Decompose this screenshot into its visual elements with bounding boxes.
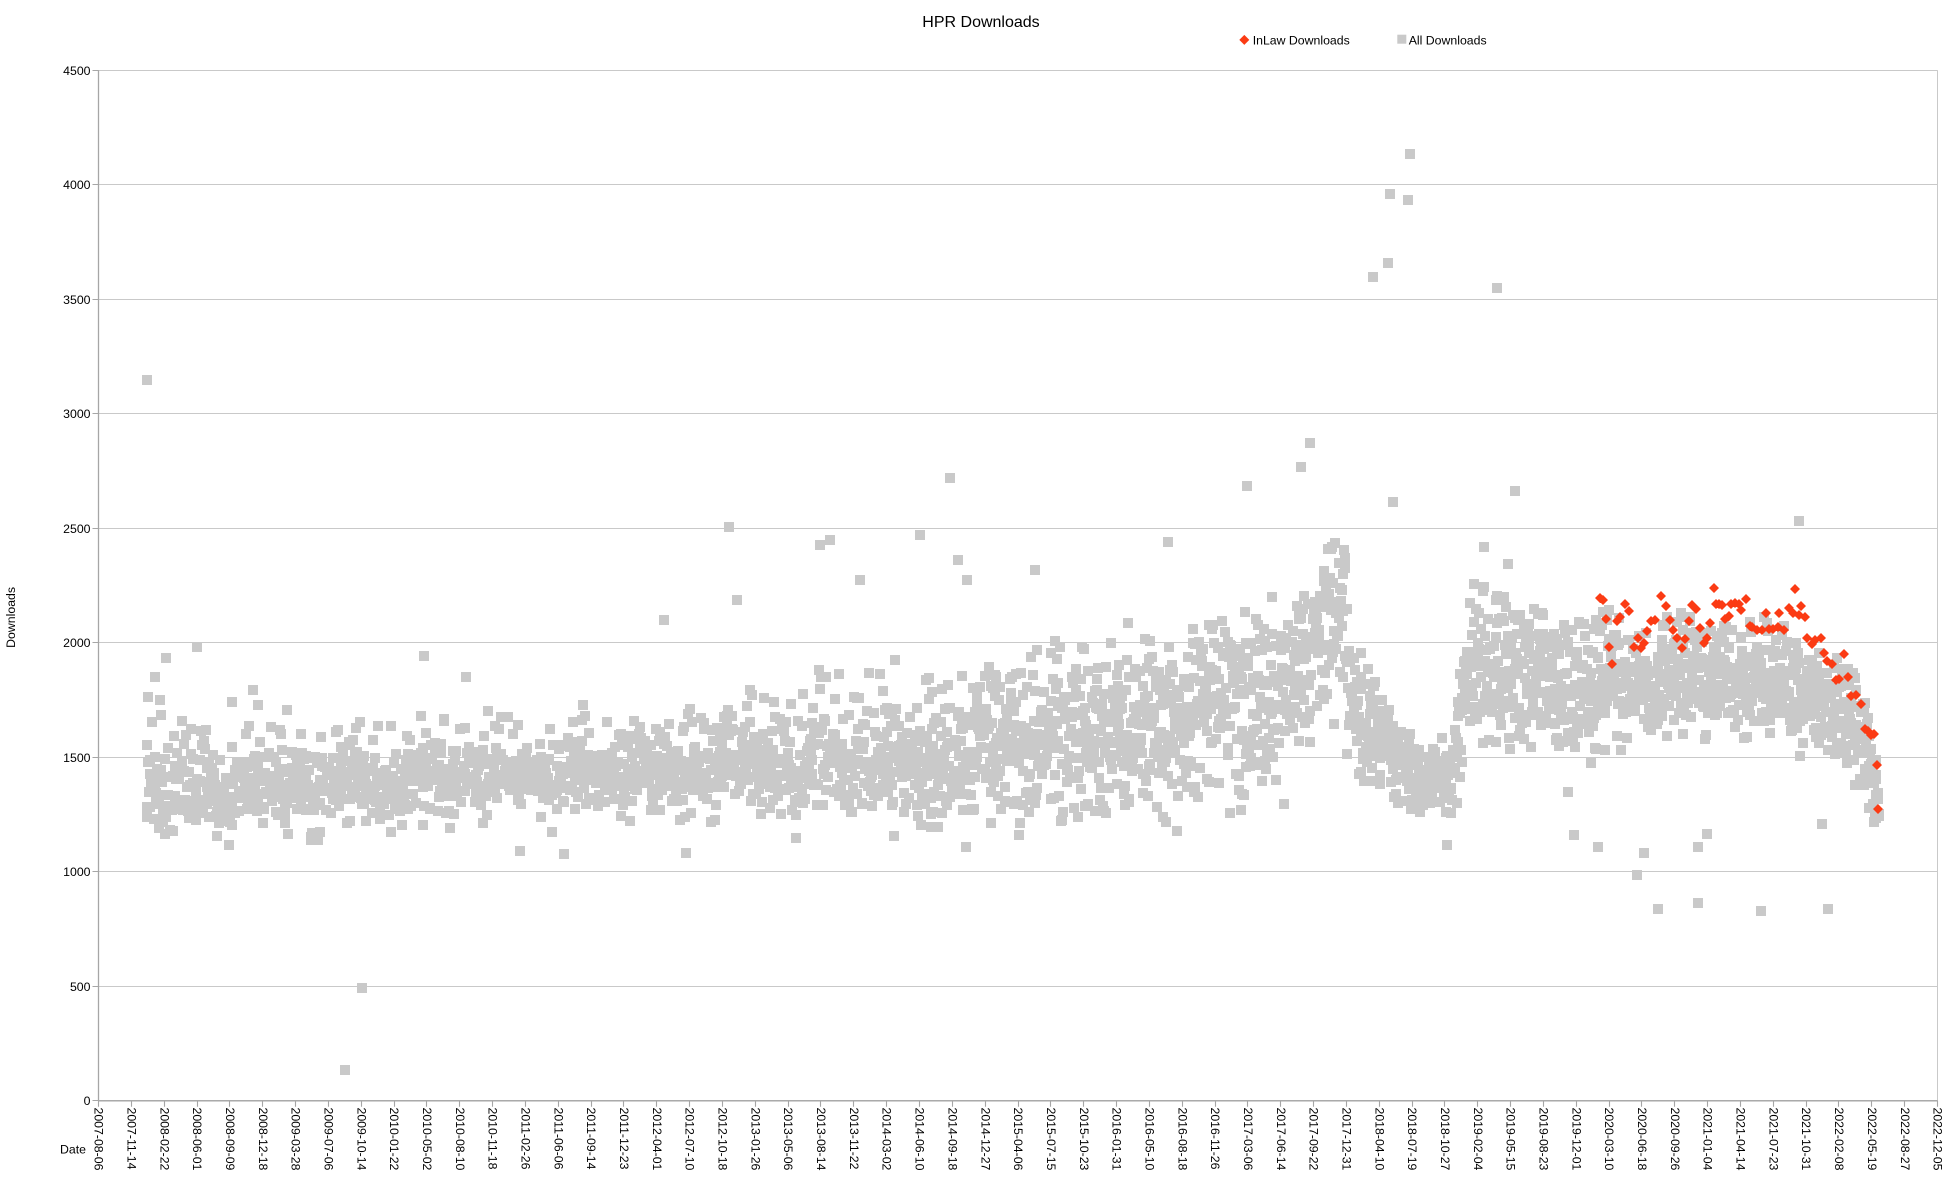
- svg-text:2014-12-27: 2014-12-27: [978, 1108, 992, 1171]
- svg-text:3500: 3500: [63, 293, 91, 307]
- svg-text:2020-09-26: 2020-09-26: [1668, 1108, 1682, 1171]
- svg-text:2008-09-09: 2008-09-09: [223, 1108, 237, 1171]
- svg-text:2009-10-14: 2009-10-14: [354, 1108, 368, 1171]
- svg-text:2019-12-01: 2019-12-01: [1569, 1108, 1583, 1171]
- svg-text:2016-11-26: 2016-11-26: [1208, 1108, 1222, 1170]
- svg-text:2017-12-31: 2017-12-31: [1339, 1108, 1353, 1171]
- svg-text:Date: Date: [60, 1143, 86, 1157]
- svg-text:2019-08-23: 2019-08-23: [1536, 1108, 1550, 1171]
- svg-text:2019-02-04: 2019-02-04: [1471, 1108, 1485, 1171]
- svg-text:2007-08-06: 2007-08-06: [92, 1108, 106, 1171]
- svg-text:2014-03-02: 2014-03-02: [880, 1108, 894, 1171]
- svg-text:1500: 1500: [63, 751, 91, 765]
- svg-text:2022-02-08: 2022-02-08: [1832, 1108, 1846, 1171]
- svg-text:2007-11-14: 2007-11-14: [124, 1108, 138, 1170]
- svg-text:2010-01-22: 2010-01-22: [387, 1108, 401, 1171]
- svg-text:2010-05-02: 2010-05-02: [420, 1108, 434, 1171]
- svg-text:1000: 1000: [63, 865, 91, 879]
- svg-text:2016-01-31: 2016-01-31: [1110, 1108, 1124, 1171]
- svg-text:2008-12-18: 2008-12-18: [256, 1108, 270, 1171]
- svg-text:2014-06-10: 2014-06-10: [913, 1108, 927, 1171]
- svg-text:2010-11-18: 2010-11-18: [486, 1108, 500, 1170]
- svg-text:2022-12-05: 2022-12-05: [1931, 1108, 1945, 1171]
- svg-text:2019-05-15: 2019-05-15: [1504, 1108, 1518, 1171]
- svg-text:HPR Downloads: HPR Downloads: [922, 14, 1039, 31]
- svg-text:2500: 2500: [63, 522, 91, 536]
- svg-text:2016-08-18: 2016-08-18: [1175, 1108, 1189, 1171]
- svg-text:2008-02-22: 2008-02-22: [157, 1108, 171, 1171]
- svg-text:2009-07-06: 2009-07-06: [321, 1108, 335, 1171]
- svg-text:2013-05-06: 2013-05-06: [781, 1108, 795, 1171]
- svg-text:2011-06-06: 2011-06-06: [551, 1108, 565, 1170]
- svg-text:2022-05-19: 2022-05-19: [1865, 1108, 1879, 1171]
- svg-text:2011-02-26: 2011-02-26: [518, 1108, 532, 1170]
- svg-text:Downloads: Downloads: [4, 587, 18, 648]
- svg-text:2012-10-18: 2012-10-18: [715, 1108, 729, 1171]
- svg-text:500: 500: [70, 980, 91, 994]
- svg-text:2011-12-23: 2011-12-23: [617, 1108, 631, 1170]
- svg-text:2010-08-10: 2010-08-10: [453, 1108, 467, 1171]
- svg-text:2014-09-18: 2014-09-18: [945, 1108, 959, 1171]
- svg-text:2015-10-23: 2015-10-23: [1077, 1108, 1091, 1171]
- svg-text:4500: 4500: [63, 64, 91, 78]
- svg-text:2013-01-26: 2013-01-26: [748, 1108, 762, 1171]
- svg-text:2018-04-10: 2018-04-10: [1372, 1108, 1386, 1171]
- svg-text:2012-07-10: 2012-07-10: [683, 1108, 697, 1171]
- svg-text:2018-10-27: 2018-10-27: [1438, 1108, 1452, 1171]
- svg-text:2016-05-10: 2016-05-10: [1142, 1108, 1156, 1171]
- svg-text:2009-03-28: 2009-03-28: [289, 1108, 303, 1171]
- svg-text:2018-07-19: 2018-07-19: [1405, 1108, 1419, 1171]
- svg-text:2015-07-15: 2015-07-15: [1044, 1108, 1058, 1171]
- svg-text:2021-04-14: 2021-04-14: [1734, 1108, 1748, 1171]
- svg-text:2008-06-01: 2008-06-01: [190, 1108, 204, 1171]
- svg-text:2017-03-06: 2017-03-06: [1241, 1108, 1255, 1171]
- svg-text:2020-03-10: 2020-03-10: [1602, 1108, 1616, 1171]
- svg-text:InLaw Downloads: InLaw Downloads: [1253, 33, 1350, 47]
- svg-text:2021-01-04: 2021-01-04: [1701, 1108, 1715, 1171]
- svg-text:2013-11-22: 2013-11-22: [847, 1108, 861, 1170]
- svg-text:3000: 3000: [63, 407, 91, 421]
- svg-text:All Downloads: All Downloads: [1409, 33, 1487, 47]
- svg-text:2021-10-31: 2021-10-31: [1799, 1108, 1813, 1171]
- svg-text:2021-07-23: 2021-07-23: [1766, 1108, 1780, 1171]
- svg-text:2020-06-18: 2020-06-18: [1635, 1108, 1649, 1171]
- svg-text:2022-08-27: 2022-08-27: [1898, 1108, 1912, 1171]
- svg-text:2012-04-01: 2012-04-01: [650, 1108, 664, 1171]
- svg-text:4000: 4000: [63, 178, 91, 192]
- svg-text:2017-06-14: 2017-06-14: [1274, 1108, 1288, 1171]
- svg-text:2000: 2000: [63, 636, 91, 650]
- svg-text:2017-09-22: 2017-09-22: [1307, 1108, 1321, 1171]
- svg-text:2013-08-14: 2013-08-14: [814, 1108, 828, 1171]
- svg-text:0: 0: [84, 1094, 91, 1108]
- svg-text:2015-04-06: 2015-04-06: [1011, 1108, 1025, 1171]
- svg-text:2011-09-14: 2011-09-14: [584, 1108, 598, 1170]
